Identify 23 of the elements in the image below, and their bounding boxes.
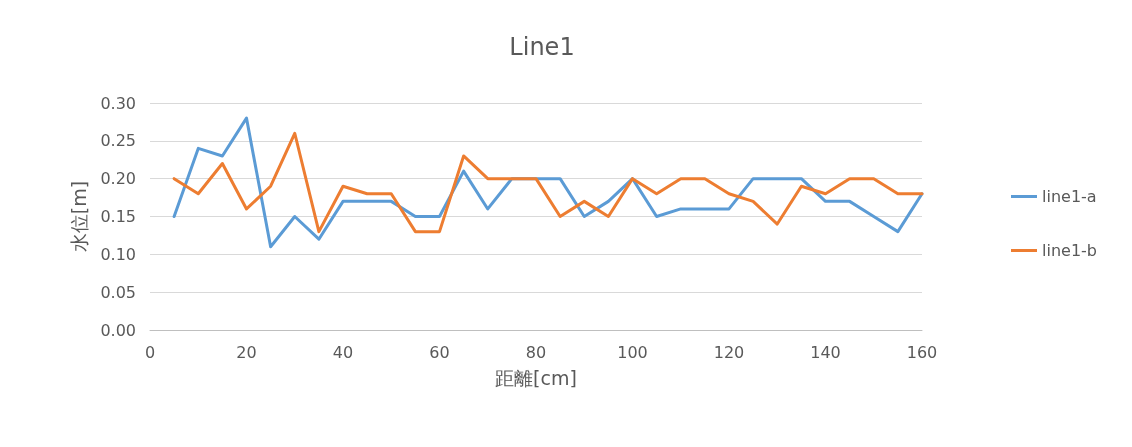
y-tick-label: 0.00: [100, 320, 136, 340]
y-tick-label: 0.05: [100, 282, 136, 302]
y-tick-label: 0.15: [100, 207, 136, 226]
x-tick-label: 140: [810, 342, 841, 362]
x-tick-label: 160: [906, 342, 938, 362]
line-series: [172, 131, 924, 234]
x-tick-label: 0: [144, 342, 156, 362]
x-tick-label: 80: [525, 342, 547, 362]
x-tick-label: 40: [332, 342, 354, 362]
x-axis-title: 距離[cm]: [495, 366, 577, 389]
y-tick-label: 0.30: [100, 93, 136, 113]
x-tick-label: 60: [429, 342, 450, 362]
legend-label: line1-a: [1042, 187, 1097, 206]
x-tick-label: 120: [713, 342, 745, 362]
y-tick-label: 0.20: [100, 169, 136, 189]
chart-title: Line1: [509, 33, 575, 61]
x-tick-label: 100: [617, 342, 648, 362]
y-tick-label: 0.25: [100, 131, 136, 151]
line-series: [172, 116, 924, 249]
y-tick-label: 0.10: [100, 244, 136, 264]
x-tick-label: 20: [236, 342, 257, 362]
legend-label: line1-b: [1042, 241, 1097, 260]
y-axis-title: 水位[m]: [67, 180, 90, 253]
